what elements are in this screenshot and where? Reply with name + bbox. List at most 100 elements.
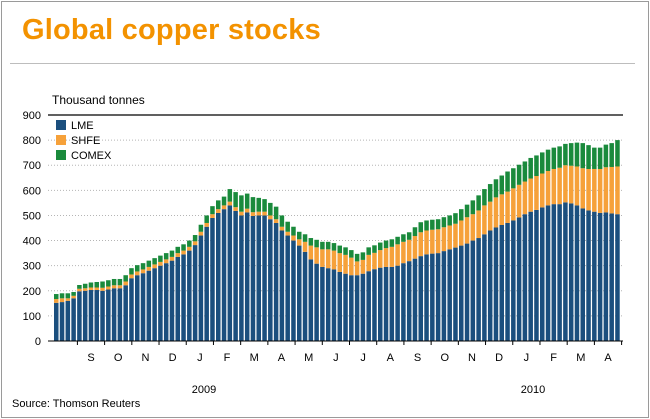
bar-comex (493, 179, 499, 198)
bar-comex (175, 246, 181, 254)
bar-comex (424, 220, 429, 231)
bar-comex (65, 293, 71, 299)
x-month-label: N (141, 352, 149, 364)
y-tick-label: 400 (23, 236, 41, 248)
bar-shfe (302, 241, 308, 252)
bar-comex (372, 245, 377, 253)
bar-comex (592, 147, 597, 169)
bar-shfe (557, 167, 562, 205)
bar-shfe (360, 259, 366, 274)
bar-shfe (88, 287, 94, 291)
y-axis-unit-label: Thousand tonnes (52, 93, 145, 107)
bar-lme (297, 245, 302, 341)
bar-comex (563, 143, 568, 166)
bar-shfe (430, 229, 435, 254)
bar-lme (603, 212, 609, 341)
bar-lme (129, 278, 134, 341)
x-month-label: M (250, 352, 259, 364)
bar-shfe (383, 248, 389, 267)
bar-lme (100, 290, 105, 341)
x-month-label: S (414, 352, 421, 364)
bar-lme (210, 217, 215, 341)
bar-comex (401, 234, 406, 242)
bar-shfe (71, 295, 76, 299)
x-month-label: D (495, 352, 503, 364)
bar-lme (111, 288, 117, 341)
bar-shfe (204, 222, 209, 227)
bar-shfe (459, 220, 464, 246)
bar-shfe (146, 266, 152, 271)
bar-shfe (528, 178, 533, 212)
bar-comex (499, 175, 505, 195)
bar-comex (580, 143, 586, 169)
bar-shfe (129, 274, 134, 279)
chart-title: Global copper stocks (22, 14, 321, 46)
bar-lme (482, 234, 487, 341)
x-year-label: 2009 (192, 384, 216, 396)
bar-lme (65, 300, 71, 341)
bar-shfe (424, 230, 429, 255)
bar-lme (239, 215, 244, 341)
legend-label-comex: COMEX (71, 150, 112, 162)
bar-lme (343, 273, 348, 341)
bar-shfe (447, 225, 452, 250)
bar-lme (464, 243, 470, 341)
x-month-label: A (278, 352, 286, 364)
bar-comex (106, 280, 111, 287)
bar-shfe (586, 168, 591, 211)
bar-comex (285, 221, 290, 232)
bar-comex (250, 197, 256, 213)
bar-lme (54, 302, 59, 341)
bar-shfe (163, 259, 169, 264)
legend-swatch-comex (56, 150, 66, 160)
legend-label-lme: LME (71, 120, 94, 132)
bar-comex (574, 142, 580, 167)
bar-comex (360, 252, 366, 260)
bar-comex (470, 200, 476, 215)
bar-comex (158, 255, 163, 262)
bar-stacks (54, 140, 620, 341)
x-month-label: F (550, 352, 557, 364)
bar-shfe (152, 264, 157, 269)
bar-comex (406, 232, 412, 240)
bar-lme (551, 204, 557, 341)
bar-lme (250, 215, 256, 341)
bar-comex (343, 247, 348, 255)
bar-lme (146, 270, 152, 341)
bar-lme (71, 298, 76, 341)
bar-comex (187, 240, 192, 247)
bar-lme (88, 290, 94, 341)
bar-comex (210, 206, 215, 215)
bar-comex (129, 268, 134, 275)
bar-lme (314, 263, 319, 341)
bar-comex (597, 147, 603, 169)
bar-shfe (82, 288, 88, 291)
bar-lme (470, 240, 476, 341)
bar-comex (389, 239, 395, 247)
bar-lme (325, 268, 331, 341)
bar-comex (551, 147, 557, 169)
bar-shfe (511, 188, 516, 221)
bar-lme (615, 214, 620, 341)
bar-comex (94, 281, 100, 288)
bar-comex (482, 189, 487, 206)
x-month-label: J (360, 352, 366, 364)
x-month-label: M (304, 352, 313, 364)
bar-shfe (140, 269, 146, 274)
bar-lme (383, 266, 389, 341)
bar-shfe (291, 235, 296, 241)
bar-lme (406, 261, 412, 341)
bar-comex (528, 157, 533, 179)
bar-shfe (609, 166, 614, 214)
bar-lme (522, 214, 528, 341)
bar-lme (563, 202, 568, 341)
bar-comex (603, 144, 609, 168)
bar-shfe (354, 261, 360, 276)
bar-lme (389, 266, 395, 341)
bar-lme (493, 227, 499, 341)
bar-comex (302, 234, 308, 242)
bar-shfe (603, 167, 609, 213)
bar-lme (77, 291, 82, 341)
bar-shfe (250, 212, 256, 216)
bar-comex (476, 195, 481, 211)
